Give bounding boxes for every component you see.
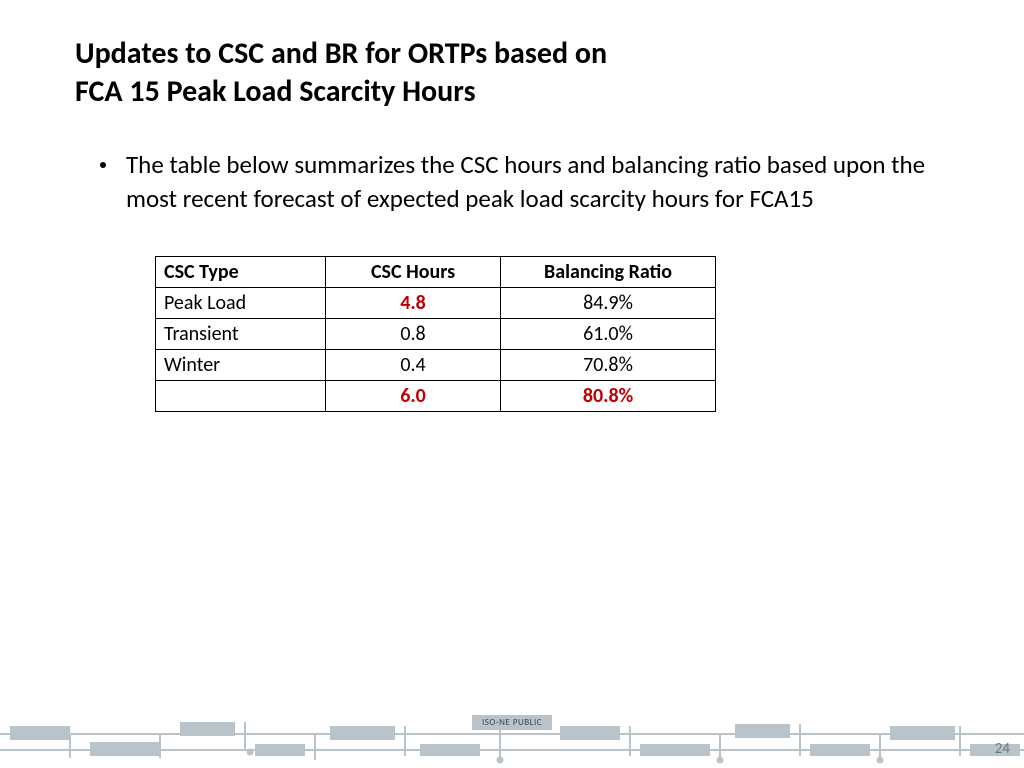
title-line-1: Updates to CSC and BR for ORTPs based on	[75, 35, 607, 72]
table-row: Winter0.470.8%	[156, 349, 716, 380]
footer-circuit-decoration	[0, 700, 1024, 768]
cell-type	[156, 380, 326, 411]
cell-hours: 0.8	[326, 318, 501, 349]
cell-hours: 0.4	[326, 349, 501, 380]
bullet-text: The table below summarizes the CSC hours…	[126, 148, 949, 216]
col-header-hours: CSC Hours	[326, 256, 501, 287]
title-line-2: FCA 15 Peak Load Scarcity Hours	[75, 73, 476, 110]
cell-type: Peak Load	[156, 287, 326, 318]
cell-type: Winter	[156, 349, 326, 380]
table-row: Transient0.861.0%	[156, 318, 716, 349]
cell-hours: 6.0	[326, 380, 501, 411]
cell-ratio: 61.0%	[501, 318, 716, 349]
page-number: 24	[995, 740, 1010, 758]
slide-title: Updates to CSC and BR for ORTPs based on…	[75, 35, 949, 110]
cell-ratio: 80.8%	[501, 380, 716, 411]
csc-table-container: CSC Type CSC Hours Balancing Ratio Peak …	[155, 256, 949, 412]
bullet-item: The table below summarizes the CSC hours…	[100, 148, 949, 216]
table-row: Peak Load4.884.9%	[156, 287, 716, 318]
table-row: 6.080.8%	[156, 380, 716, 411]
cell-ratio: 84.9%	[501, 287, 716, 318]
csc-table: CSC Type CSC Hours Balancing Ratio Peak …	[155, 256, 716, 412]
classification-label: ISO-NE PUBLIC	[472, 715, 552, 730]
table-header-row: CSC Type CSC Hours Balancing Ratio	[156, 256, 716, 287]
cell-ratio: 70.8%	[501, 349, 716, 380]
bullet-dot-icon	[100, 162, 106, 168]
col-header-type: CSC Type	[156, 256, 326, 287]
bullet-list: The table below summarizes the CSC hours…	[75, 148, 949, 216]
cell-type: Transient	[156, 318, 326, 349]
col-header-ratio: Balancing Ratio	[501, 256, 716, 287]
cell-hours: 4.8	[326, 287, 501, 318]
